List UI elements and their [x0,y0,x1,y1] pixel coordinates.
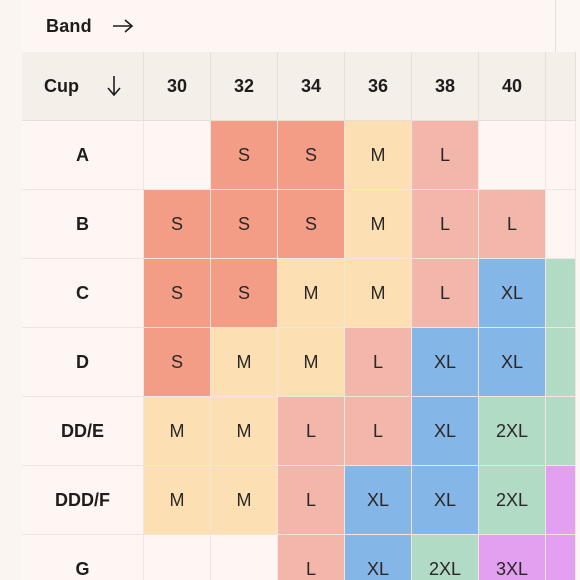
arrow-right-icon [112,19,134,33]
size-cell-overflow [546,466,576,535]
size-cell-overflow [546,397,576,466]
cup-column-header: Cup [22,52,144,121]
cup-row-header: G [22,535,144,580]
size-cell[interactable]: M [345,190,412,259]
left-margin [0,0,22,580]
size-cell[interactable]: XL [345,535,412,580]
cup-row-header: DD/E [22,397,144,466]
size-cell[interactable]: S [278,190,345,259]
arrow-down-icon [107,76,121,97]
size-cell[interactable]: S [211,121,278,190]
size-cell[interactable] [144,535,211,580]
size-cell-overflow [546,259,576,328]
size-cell[interactable]: XL [412,466,479,535]
size-cell[interactable]: S [144,190,211,259]
size-cell-overflow [546,535,576,580]
size-cell[interactable]: M [211,466,278,535]
size-cell[interactable]: L [479,190,546,259]
size-cell[interactable]: XL [412,397,479,466]
band-label: Band [46,15,92,36]
size-cell[interactable]: 2XL [479,397,546,466]
size-cell[interactable]: M [144,397,211,466]
size-cell[interactable]: L [345,328,412,397]
size-cell-overflow [546,328,576,397]
size-cell[interactable]: S [211,259,278,328]
size-cell[interactable] [211,535,278,580]
band-header-38: 38 [412,52,479,121]
band-header: Band [22,0,556,52]
size-cell[interactable]: M [345,259,412,328]
size-cell[interactable]: S [278,121,345,190]
size-cell[interactable] [144,121,211,190]
cup-row-header: C [22,259,144,328]
size-cell-overflow [546,121,576,190]
band-header-overflow [546,52,576,121]
size-cell[interactable]: L [412,121,479,190]
cup-label: Cup [44,75,79,96]
size-cell[interactable]: M [211,328,278,397]
size-cell[interactable]: 2XL [412,535,479,580]
size-cell[interactable]: M [144,466,211,535]
size-cell[interactable]: S [144,328,211,397]
cup-row-header: B [22,190,144,259]
size-cell[interactable]: L [278,397,345,466]
size-cell[interactable]: XL [345,466,412,535]
size-grid: Cup 30 32 34 36 38 40 A S S M L B S S S M L L C S S M M L XL D S M M… [22,52,576,580]
cup-row-header: D [22,328,144,397]
size-cell[interactable]: XL [479,259,546,328]
cup-row-header: DDD/F [22,466,144,535]
size-cell[interactable]: 2XL [479,466,546,535]
size-cell[interactable]: M [345,121,412,190]
size-cell[interactable]: XL [479,328,546,397]
size-cell[interactable]: XL [412,328,479,397]
size-cell[interactable]: L [345,397,412,466]
size-cell[interactable]: M [278,328,345,397]
band-header-40: 40 [479,52,546,121]
size-cell[interactable]: L [278,466,345,535]
band-header-36: 36 [345,52,412,121]
size-cell[interactable]: 3XL [479,535,546,580]
cup-row-header: A [22,121,144,190]
size-cell[interactable]: L [412,259,479,328]
size-cell[interactable]: M [211,397,278,466]
size-cell[interactable]: L [278,535,345,580]
band-header-30: 30 [144,52,211,121]
size-cell[interactable]: S [211,190,278,259]
band-header-34: 34 [278,52,345,121]
band-header-32: 32 [211,52,278,121]
size-cell[interactable] [479,121,546,190]
size-cell[interactable]: S [144,259,211,328]
size-cell[interactable]: L [412,190,479,259]
size-cell[interactable]: M [278,259,345,328]
size-cell-overflow [546,190,576,259]
